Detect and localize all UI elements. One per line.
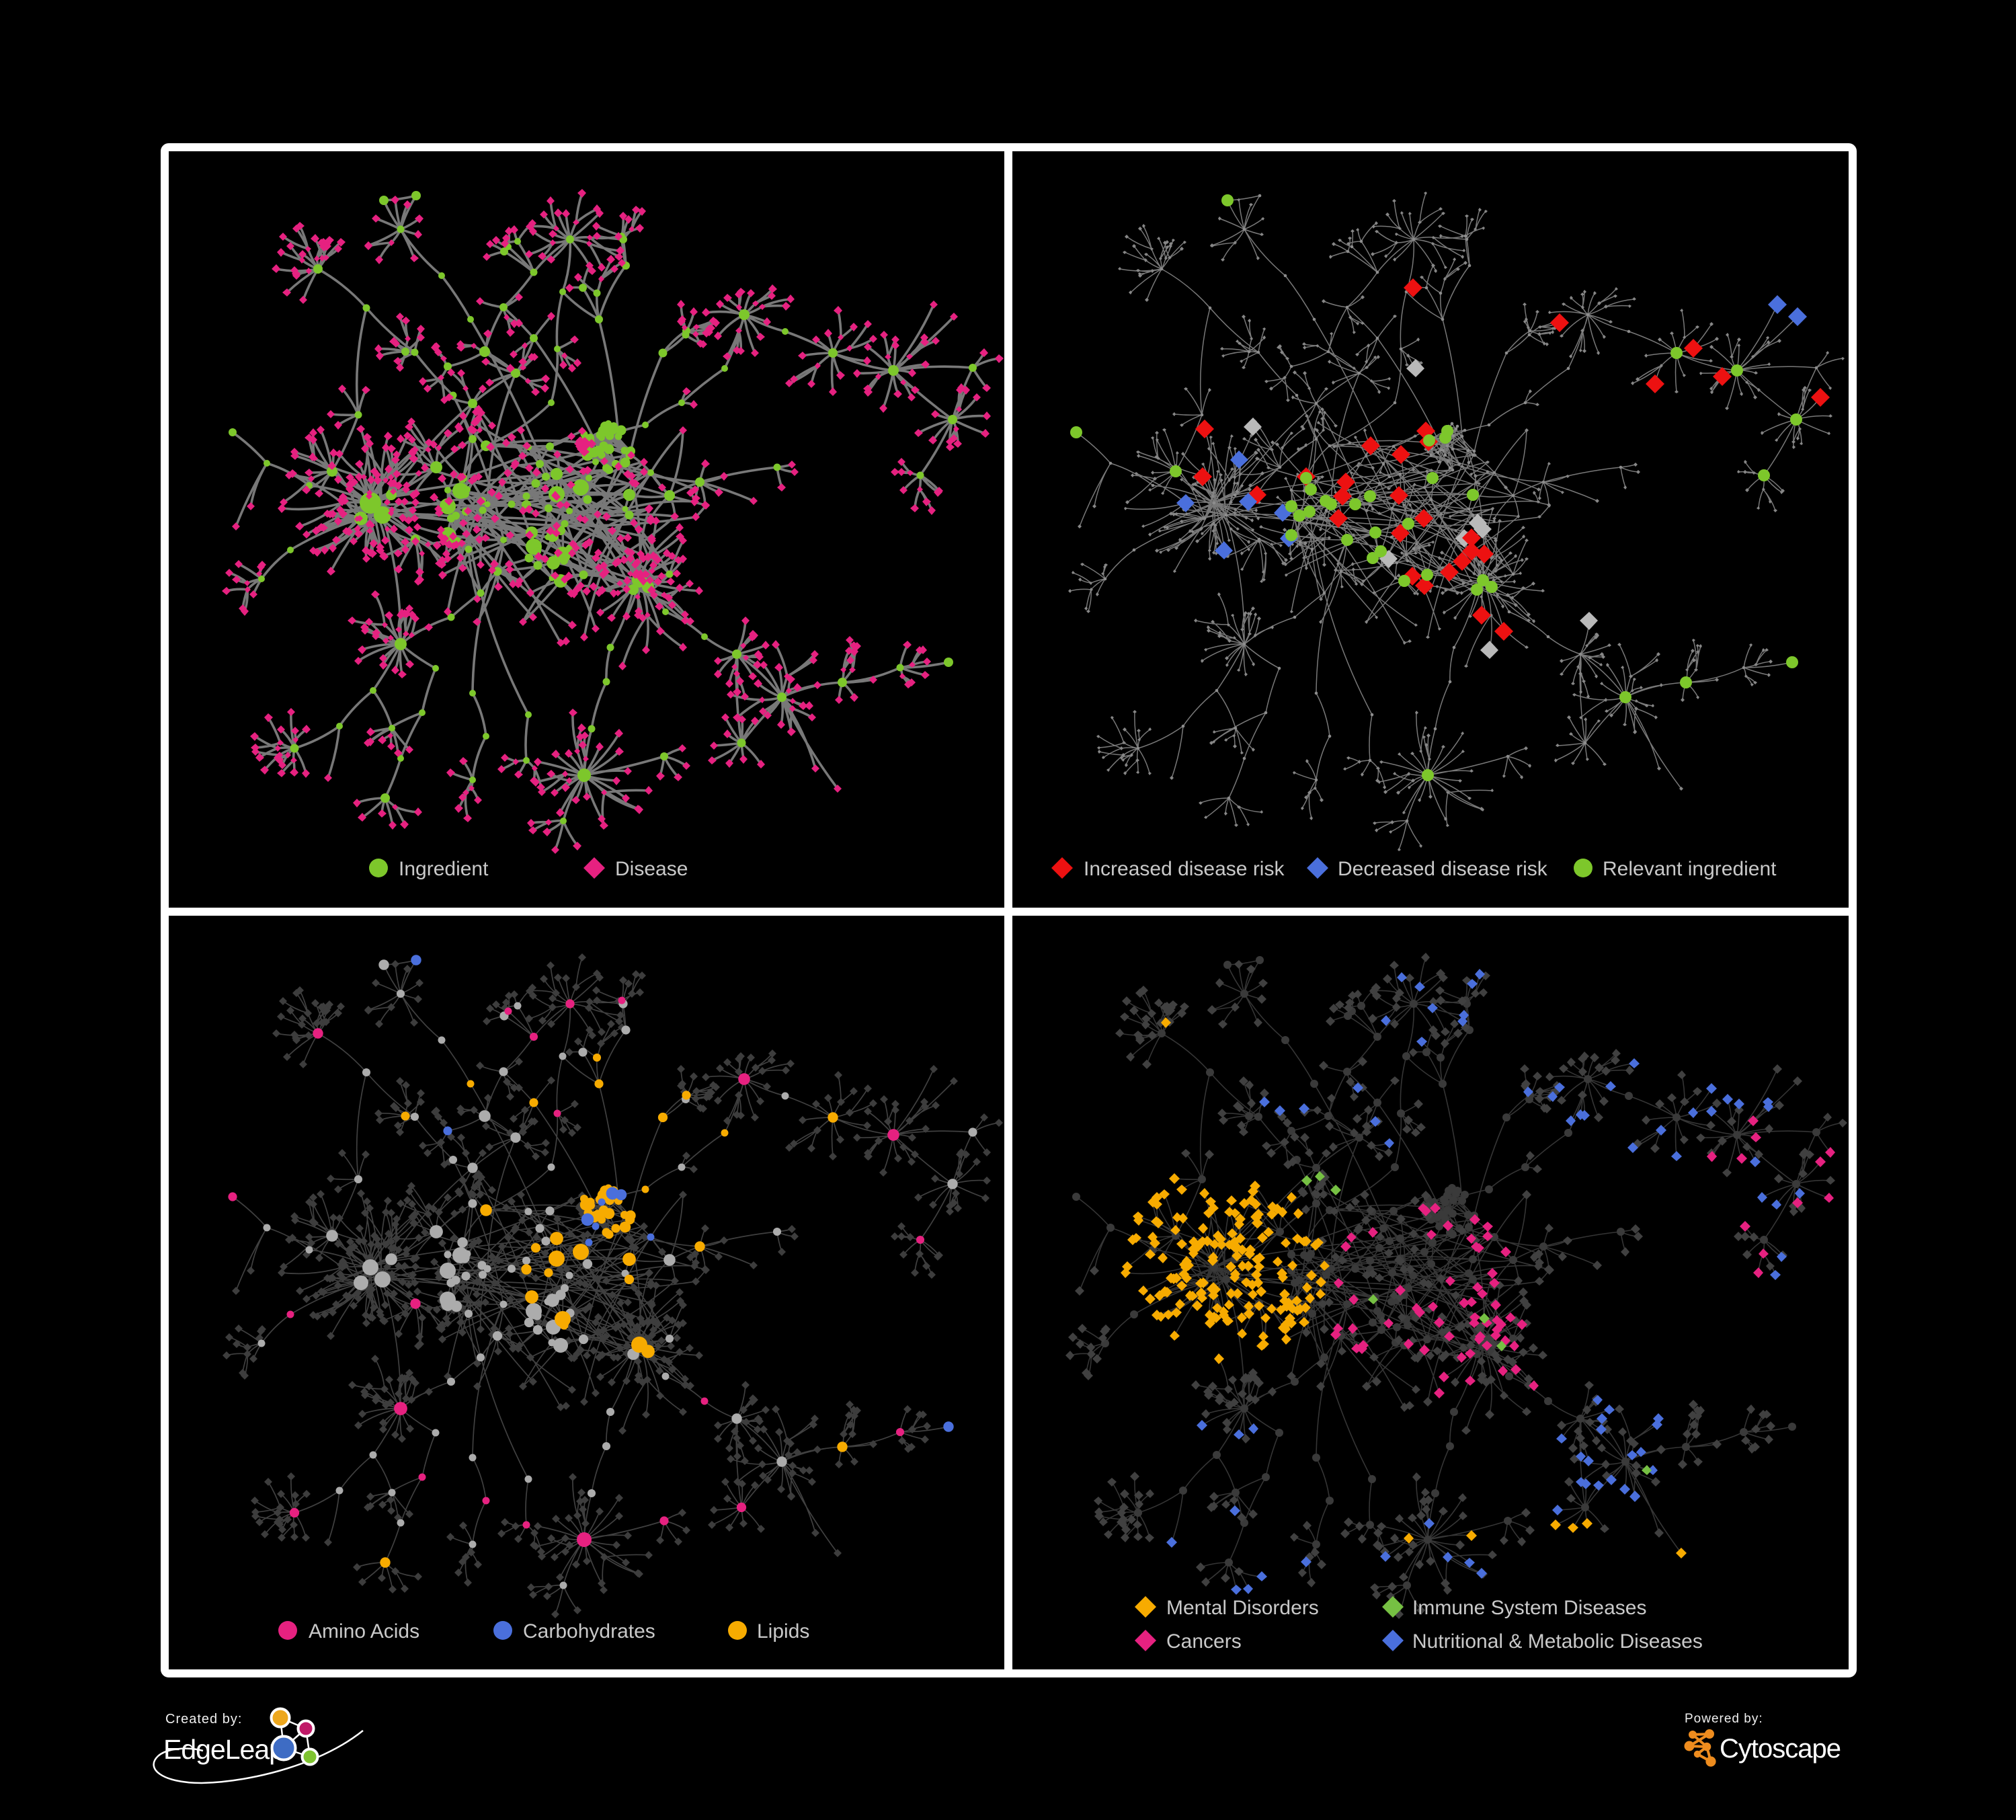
svg-text:Immune System Diseases: Immune System Diseases — [1412, 1597, 1646, 1619]
svg-text:EdgeLeap: EdgeLeap — [163, 1734, 284, 1765]
svg-text:Disease: Disease — [615, 858, 688, 880]
svg-text:Relevant ingredient: Relevant ingredient — [1603, 858, 1777, 880]
svg-text:Mental Disorders: Mental Disorders — [1166, 1597, 1319, 1619]
svg-text:Cancers: Cancers — [1166, 1630, 1242, 1653]
svg-text:Nutritional & Metabolic Diseas: Nutritional & Metabolic Diseases — [1412, 1630, 1703, 1653]
svg-text:Ingredient: Ingredient — [399, 858, 489, 880]
svg-text:Cytoscape: Cytoscape — [1720, 1734, 1841, 1764]
svg-text:Lipids: Lipids — [757, 1620, 809, 1643]
svg-text:Carbohydrates: Carbohydrates — [523, 1620, 655, 1643]
svg-text:Amino Acids: Amino Acids — [309, 1620, 419, 1643]
svg-text:Increased disease risk: Increased disease risk — [1084, 858, 1285, 880]
svg-text:Powered by:: Powered by: — [1685, 1712, 1763, 1726]
svg-text:Created by:: Created by: — [165, 1712, 242, 1727]
svg-text:Decreased disease risk: Decreased disease risk — [1338, 858, 1548, 880]
